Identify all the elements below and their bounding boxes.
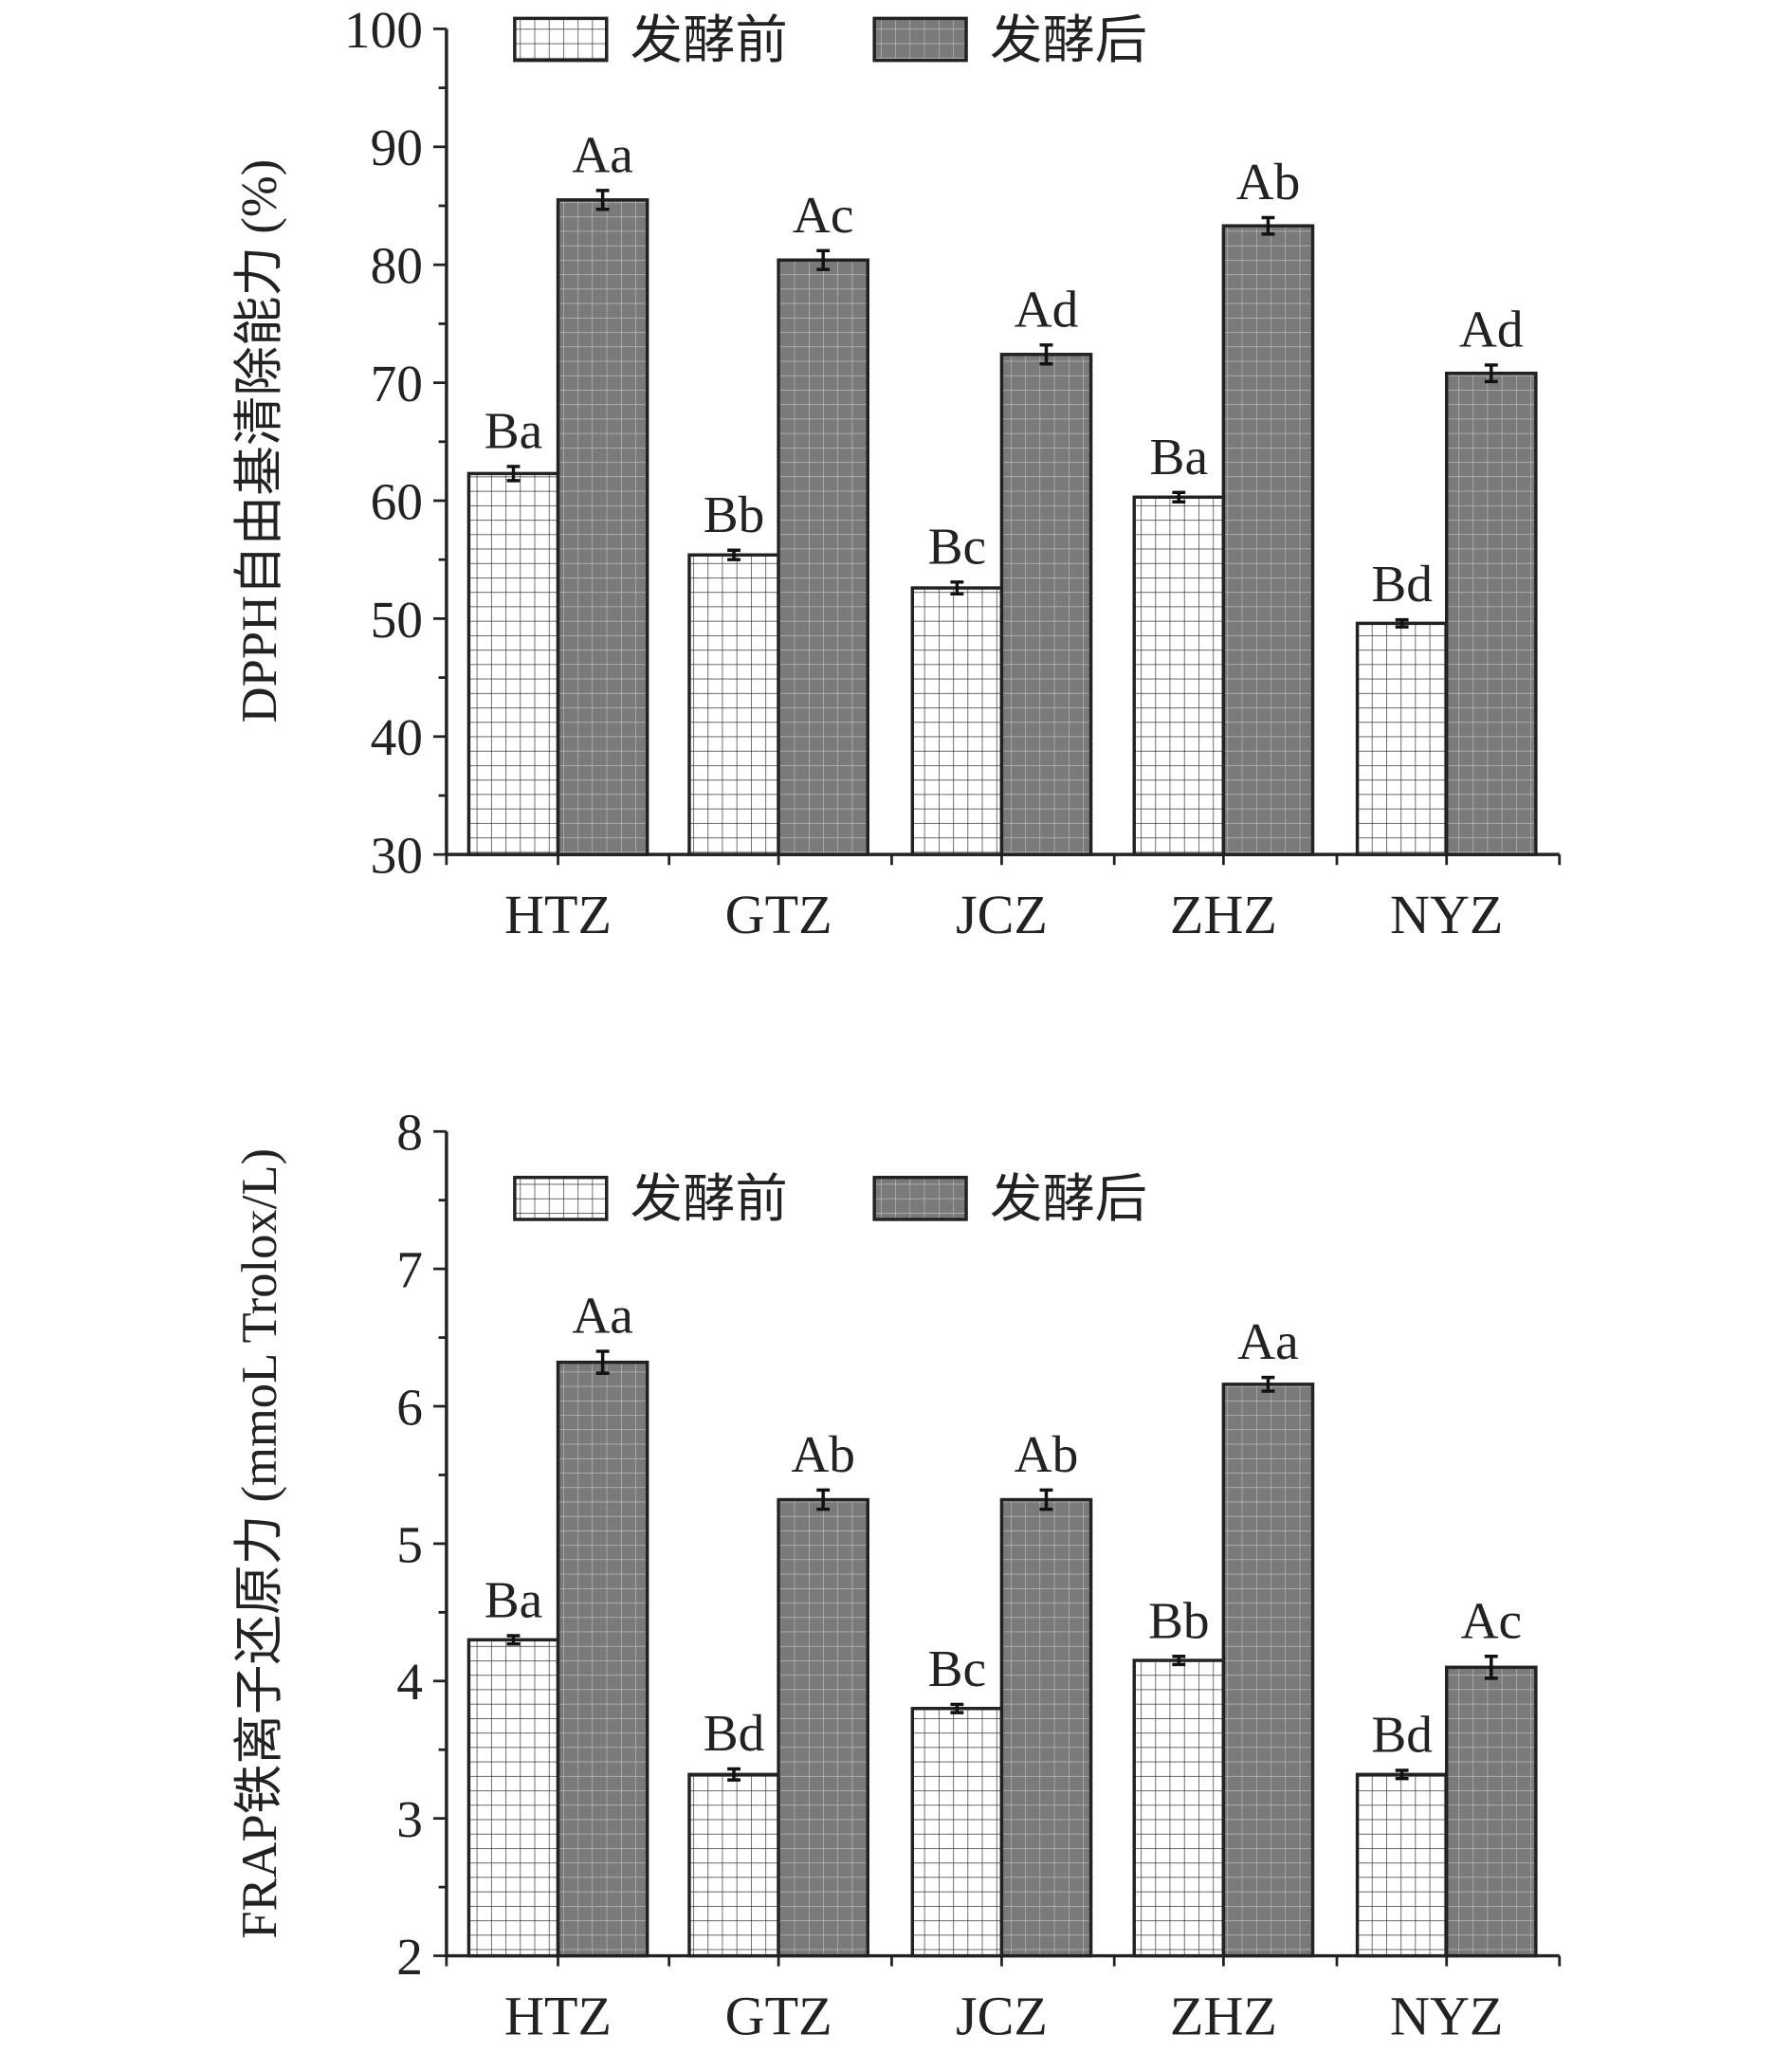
bar-after-fermentation [556, 198, 649, 856]
y-tick-label: 2 [396, 1928, 423, 1986]
legend-label: 发酵后 [990, 1169, 1147, 1230]
error-bar [1395, 617, 1409, 629]
significance-label: Aa [572, 125, 633, 183]
error-bar [816, 1488, 831, 1511]
significance-label: Bc [928, 1640, 987, 1697]
significance-label: Ba [485, 402, 542, 460]
error-bar [950, 580, 964, 595]
error-bar [1039, 343, 1053, 366]
y-axis-title: DPPH自由基清除能力 (%) [232, 159, 287, 724]
x-category-label: JCZ [956, 1986, 1048, 2047]
bar-before-fermentation [687, 553, 780, 856]
significance-label: Aa [1237, 1312, 1299, 1370]
significance-label: Bd [1371, 555, 1433, 613]
error-bar [1484, 1654, 1498, 1680]
bar-after-fermentation [999, 353, 1093, 856]
y-tick-label: 7 [396, 1241, 423, 1299]
y-axis-title: FRAP铁离子还原力 (mmoL Trolox/L) [232, 1148, 287, 1939]
y-tick-label: 80 [371, 237, 423, 295]
error-bar [1172, 1654, 1186, 1667]
x-category-label: ZHZ [1170, 884, 1277, 945]
error-bar [1261, 1375, 1275, 1393]
significance-label: Ab [1236, 153, 1301, 211]
frap-chart-panel: 2 3 4 5 6 7 8 HTZ GTZ JCZ ZHZ NYZ FRAP铁离子还原力 (mmoL T… [232, 1104, 1562, 2047]
bar-after-fermentation [556, 1360, 649, 1958]
y-tick-label: 40 [371, 708, 423, 766]
legend-label: 发酵前 [631, 1169, 788, 1230]
significance-label: Bd [704, 1704, 765, 1762]
y-tick-label: 100 [344, 1, 423, 59]
significance-label: Aa [572, 1287, 633, 1345]
y-tick-label: 3 [396, 1790, 423, 1848]
x-category-label: ZHZ [1170, 1986, 1277, 2047]
x-category-label: GTZ [725, 884, 832, 945]
significance-label: Bb [704, 485, 765, 543]
error-bar [595, 1349, 610, 1375]
y-tick-label: 70 [371, 355, 423, 412]
significance-label: Bd [1371, 1706, 1433, 1764]
error-bar [595, 189, 610, 211]
bar-after-fermentation [777, 1497, 869, 1958]
bar-before-fermentation [1355, 1772, 1449, 1958]
bar-after-fermentation [777, 258, 869, 856]
y-tick-label: 60 [371, 472, 423, 530]
error-bar [1484, 363, 1498, 384]
x-category-label: NYZ [1390, 1986, 1503, 2047]
x-category-label: HTZ [504, 884, 612, 945]
significance-label: Ad [1459, 301, 1524, 358]
bar-after-fermentation [1444, 1665, 1538, 1958]
bar-after-fermentation [1221, 224, 1315, 856]
significance-label: Ba [1150, 428, 1209, 485]
error-bar [1395, 1768, 1409, 1781]
error-bar [950, 1702, 964, 1714]
significance-label: Ac [1460, 1591, 1522, 1649]
bar-before-fermentation [687, 1772, 780, 1958]
y-tick-label: 90 [371, 119, 423, 176]
legend-swatch-before [513, 16, 609, 63]
error-bar [816, 248, 831, 271]
significance-label: Ac [793, 186, 854, 244]
legend-label: 发酵前 [631, 10, 788, 71]
significance-label: Ad [1015, 280, 1079, 338]
legend-swatch-before [513, 1175, 609, 1221]
legend-swatch-after [872, 16, 968, 63]
error-bar [727, 1767, 741, 1782]
legend-label: 发酵后 [990, 10, 1147, 71]
error-bar [506, 1634, 521, 1646]
y-tick-label: 4 [396, 1653, 423, 1711]
bar-before-fermentation [466, 471, 560, 856]
y-tick-label: 6 [396, 1378, 423, 1436]
x-category-label: HTZ [504, 1986, 612, 2047]
bar-after-fermentation [1444, 371, 1538, 856]
bar-before-fermentation [910, 1707, 1004, 1958]
dpph-chart-panel: 30 40 50 60 70 80 90 100 HTZ GTZ JCZ ZHZ NYZ DPPH自由基清… [232, 1, 1562, 945]
significance-label: Ab [791, 1425, 855, 1483]
significance-label: Ba [485, 1571, 542, 1629]
bar-before-fermentation [1132, 1658, 1226, 1958]
x-category-label: GTZ [725, 1986, 832, 2047]
bar-before-fermentation [466, 1638, 560, 1958]
error-bar [1039, 1488, 1053, 1511]
error-bar [1172, 490, 1186, 504]
y-tick-label: 8 [396, 1104, 423, 1162]
y-tick-label: 30 [371, 827, 423, 885]
bar-before-fermentation [1132, 495, 1226, 856]
y-tick-label: 5 [396, 1515, 423, 1573]
bar-after-fermentation [1221, 1383, 1315, 1958]
error-bar [1261, 215, 1275, 236]
significance-label: Bb [1148, 1591, 1210, 1649]
error-bar [506, 465, 521, 483]
x-category-label: JCZ [956, 884, 1048, 945]
bar-before-fermentation [1355, 621, 1449, 856]
significance-label: Ab [1015, 1425, 1079, 1483]
bar-after-fermentation [999, 1497, 1093, 1958]
legend-swatch-after [872, 1175, 968, 1221]
x-category-label: NYZ [1390, 884, 1503, 945]
significance-label: Bc [928, 517, 987, 575]
y-tick-label: 50 [371, 591, 423, 649]
error-bar [727, 548, 741, 561]
bar-before-fermentation [910, 586, 1004, 856]
